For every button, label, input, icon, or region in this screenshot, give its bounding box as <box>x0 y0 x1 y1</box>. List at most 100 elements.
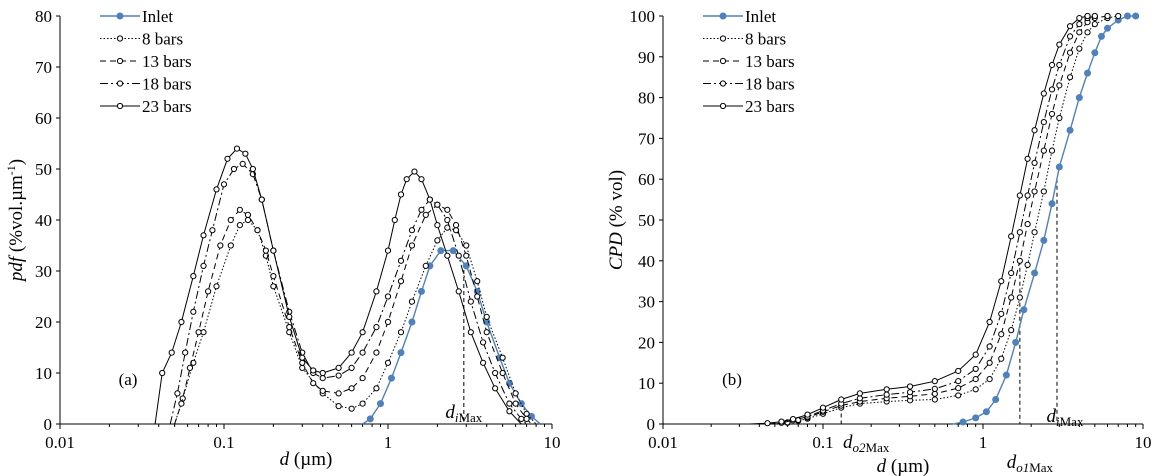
data-point <box>523 415 530 422</box>
data-point <box>1040 118 1047 126</box>
data-point <box>1066 74 1074 81</box>
data-point <box>190 308 197 315</box>
data-point <box>186 364 194 371</box>
legend-marker <box>116 35 124 42</box>
panel-label: (b) <box>722 370 742 389</box>
series-23-bars <box>750 12 1091 427</box>
data-point <box>236 222 243 229</box>
data-point <box>422 211 429 218</box>
y-tick-label: 60 <box>638 170 655 189</box>
panel-label: (a) <box>119 370 138 389</box>
data-point <box>931 385 938 393</box>
data-point <box>1076 21 1083 28</box>
y-tick-label: 20 <box>638 333 655 352</box>
data-point <box>373 349 380 356</box>
series-line <box>952 15 1136 425</box>
legend-marker <box>116 80 124 87</box>
data-point <box>518 415 525 422</box>
data-point <box>286 313 293 320</box>
series-line <box>767 15 1095 425</box>
data-point <box>227 216 234 224</box>
data-point <box>986 343 993 350</box>
data-point <box>213 283 220 290</box>
data-point <box>1075 94 1083 102</box>
data-point <box>403 176 410 183</box>
y-tick-label: 50 <box>35 160 52 179</box>
data-point <box>258 196 265 203</box>
series-line <box>174 204 532 425</box>
data-point <box>444 206 451 213</box>
data-point <box>838 396 845 403</box>
data-point <box>1091 49 1099 57</box>
data-point <box>992 396 1000 404</box>
data-point <box>1040 147 1047 154</box>
x-tick-label: 1 <box>384 433 393 452</box>
data-point <box>479 339 487 346</box>
data-point <box>764 420 771 427</box>
panel-b-cpd-chart: 0 10 20 30 40 50 60 70 80 90 100 0.01 0.1 1 10 d (µm) CP… <box>606 7 1152 476</box>
series-inlet <box>362 247 541 425</box>
legend-label: 18 bars <box>745 75 795 94</box>
data-point <box>1066 49 1074 56</box>
data-point <box>299 359 306 366</box>
data-point <box>1008 294 1015 301</box>
data-point <box>444 216 451 224</box>
data-point <box>348 405 355 412</box>
data-point <box>972 376 979 383</box>
y-tick-label: 10 <box>35 364 52 383</box>
data-point <box>299 354 306 361</box>
data-point <box>434 222 441 229</box>
legend-label: 8 bars <box>745 30 786 49</box>
legend-label: 13 bars <box>142 52 192 71</box>
data-point <box>239 160 246 167</box>
y-tick-label: 0 <box>647 415 656 434</box>
data-point <box>335 372 342 379</box>
data-point <box>205 288 212 295</box>
data-point <box>254 227 261 234</box>
data-point <box>426 196 433 203</box>
data-point <box>1031 159 1038 166</box>
x-tick-label: 1 <box>979 433 988 452</box>
data-point <box>955 384 962 392</box>
data-point <box>931 396 938 403</box>
data-point <box>1056 114 1063 122</box>
data-point <box>1048 110 1056 118</box>
data-point <box>998 355 1005 362</box>
data-point <box>1012 338 1020 346</box>
data-point <box>455 288 462 295</box>
data-point <box>384 359 392 366</box>
legend-marker <box>719 35 727 42</box>
data-point <box>972 351 979 358</box>
data-point <box>506 408 513 415</box>
data-point <box>270 247 277 254</box>
data-point <box>1016 257 1023 264</box>
data-point <box>1031 188 1038 195</box>
data-point <box>348 349 355 356</box>
y-tick-label: 40 <box>35 211 52 230</box>
data-point <box>1016 229 1023 236</box>
data-point <box>1056 61 1063 69</box>
legend-label: 23 bars <box>142 97 192 116</box>
data-point <box>1084 69 1092 77</box>
series-inlet <box>952 12 1140 426</box>
series-13-bars <box>774 12 1111 426</box>
data-point <box>1024 220 1031 228</box>
x-axis-title: d (µm) <box>280 449 333 470</box>
legend: Inlet 8 bars 13 bars 18 bars 23 bars <box>100 7 192 116</box>
series-18-bars <box>169 160 527 425</box>
y-tick-label: 80 <box>638 89 655 108</box>
y-tick-label: 30 <box>35 262 52 281</box>
data-point <box>444 224 451 231</box>
data-point <box>1008 269 1015 277</box>
legend-marker <box>116 57 124 65</box>
data-point <box>499 354 506 361</box>
data-point <box>359 349 366 356</box>
legend-marker <box>719 80 727 87</box>
data-point <box>384 318 392 326</box>
series-8-bars <box>174 216 537 425</box>
data-point <box>1024 155 1031 162</box>
y-tick-label: 90 <box>638 48 655 67</box>
data-point <box>506 400 513 407</box>
data-point <box>262 247 269 254</box>
